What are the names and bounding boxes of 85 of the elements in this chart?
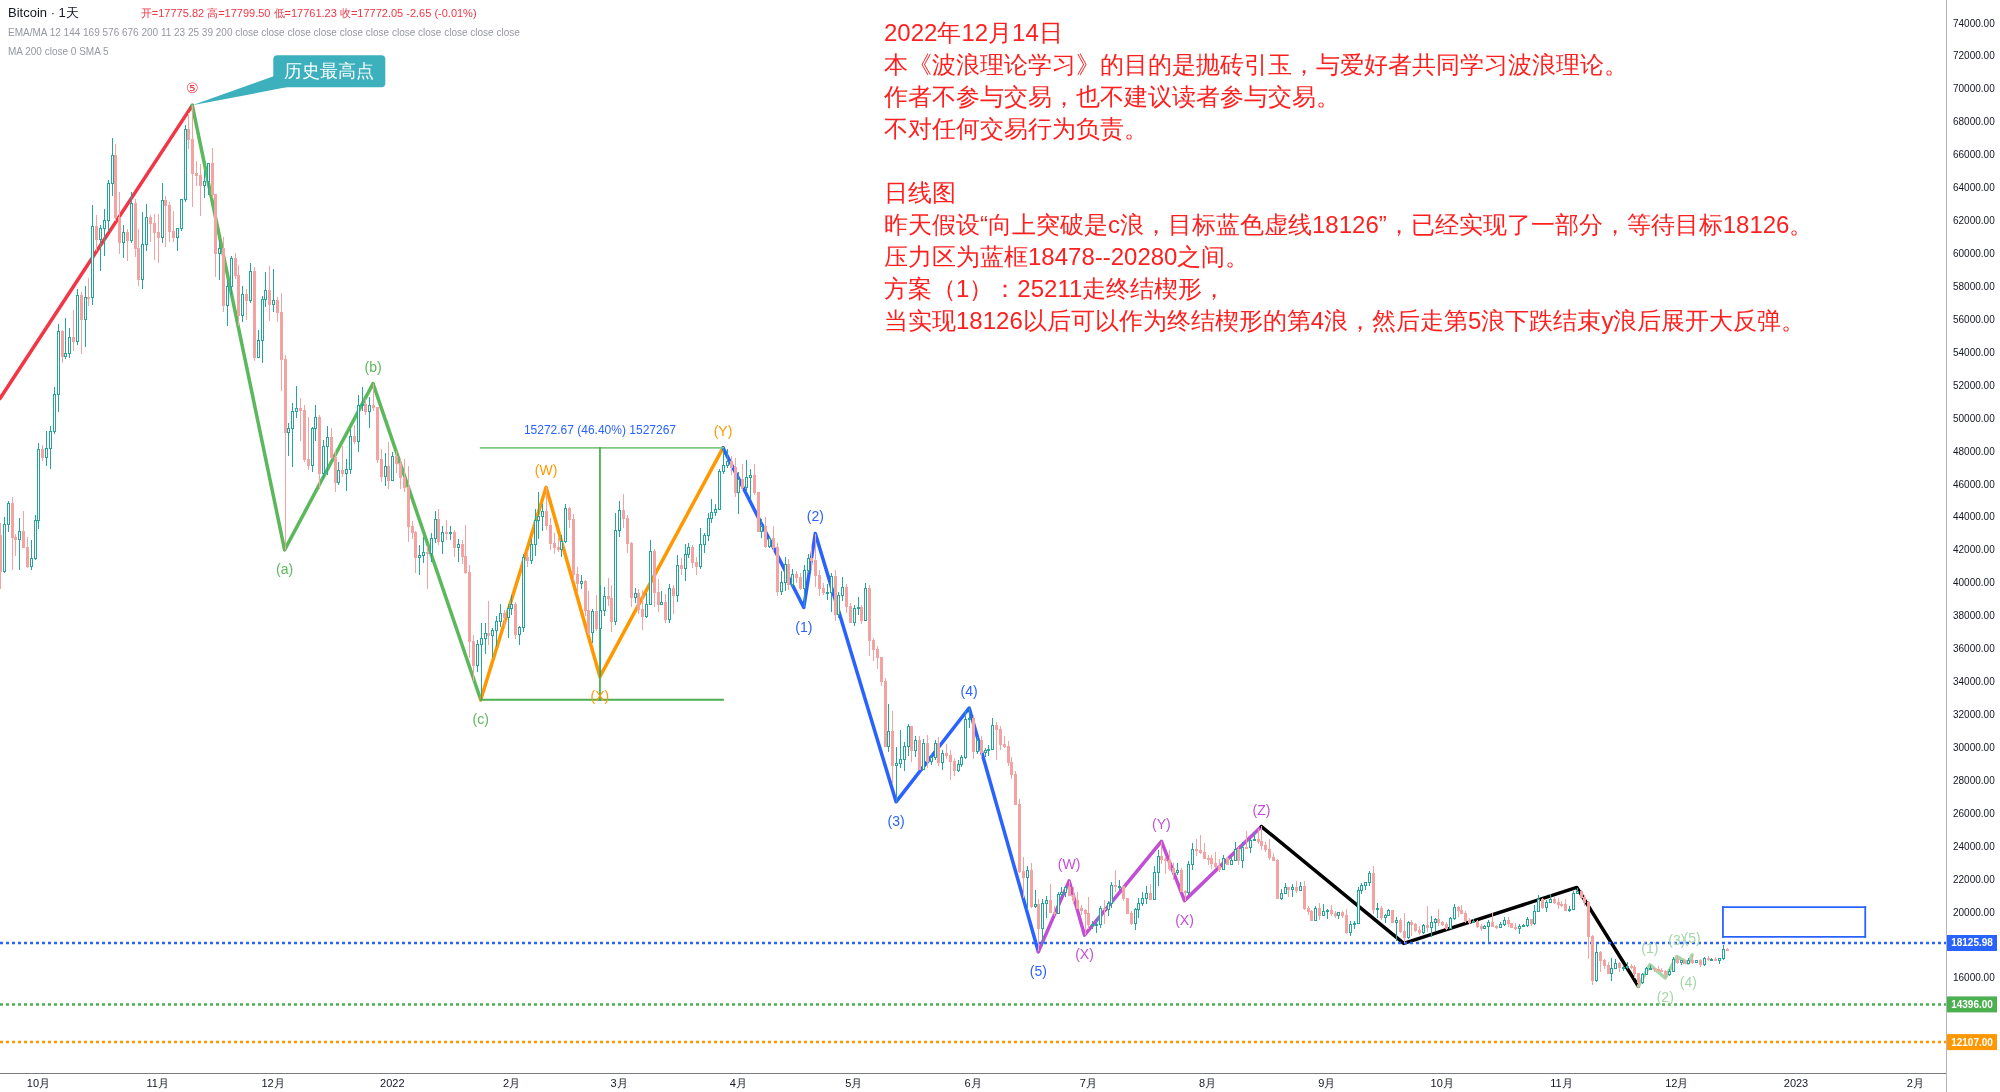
y-tick-label: 68000.00 (1953, 116, 1996, 128)
annotation: (W) (534, 462, 558, 479)
annotation: 压力区为蓝框18478--20280之间。 (884, 243, 1250, 270)
y-tick-label: 34000.00 (1953, 676, 1996, 688)
x-tick-label: 10月 (26, 1077, 51, 1089)
y-tick-label: 42000.00 (1953, 544, 1996, 556)
annotation: (4) (960, 682, 978, 699)
annotation: 历史最高点 (284, 61, 375, 82)
x-tick-label: 2月 (1906, 1077, 1924, 1089)
x-tick-label: 7月 (1079, 1077, 1097, 1089)
annotation: (a) (276, 560, 294, 577)
y-tick-label: 52000.00 (1953, 379, 1996, 391)
ref-line-label: 18125.98 (1951, 937, 1994, 949)
y-tick-label: 24000.00 (1953, 840, 1996, 852)
annotation: (3) (1668, 931, 1686, 948)
annotation: MA 200 close 0 SMA 5 (8, 46, 110, 57)
chart-title: Bitcoin · 1天 (8, 5, 79, 20)
y-tick-label: 66000.00 (1953, 149, 1996, 161)
annotation: (b) (364, 358, 382, 375)
x-tick-label: 10月 (1430, 1077, 1454, 1089)
annotation: 不对任何交易行为负责。 (884, 115, 1148, 142)
annotation: (Y) (713, 422, 733, 439)
x-tick-label: 2023 (1783, 1077, 1809, 1089)
annotation: (5) (1683, 929, 1701, 946)
annotation: 方案（1）：25211走终结楔形， (884, 275, 1227, 302)
y-tick-label: 58000.00 (1953, 280, 1996, 292)
annotation: 本《波浪理论学习》的目的是抛砖引玉，与爱好者共同学习波浪理论。 (884, 51, 1628, 78)
text: 开=17775.82 高=17799.50 低=17761.23 收=17772.05 -2.65 (-0.01%) (140, 7, 477, 19)
x-tick-label: 5月 (845, 1077, 863, 1089)
y-tick-label: 22000.00 (1953, 873, 1996, 885)
annotation: (c) (472, 710, 489, 727)
annotation: 2022年12月14日 (884, 19, 1063, 46)
y-tick-label: 74000.00 (1953, 17, 1996, 29)
x-tick-label: 2022 (380, 1077, 405, 1089)
x-tick-label: 11月 (146, 1077, 169, 1089)
y-tick-label: 32000.00 (1953, 709, 1996, 721)
y-tick-label: 26000.00 (1953, 807, 1996, 819)
annotation: 当实现18126以后可以作为终结楔形的第4浪，然后走第5浪下跌结束y浪后展开大反弹。 (884, 307, 1806, 334)
annotation: (5) (1029, 962, 1047, 979)
y-tick-label: 46000.00 (1953, 478, 1996, 490)
annotation: (Z) (1252, 801, 1271, 818)
x-tick-label: 12月 (1665, 1077, 1689, 1089)
annotation: (2) (1656, 989, 1674, 1005)
annotation: (W) (1057, 855, 1081, 872)
ref-line-label: 12107.00 (1951, 1036, 1994, 1048)
y-tick-label: 38000.00 (1953, 610, 1996, 622)
ref-line-label: 14396.00 (1951, 998, 1994, 1010)
annotation: (2) (806, 508, 824, 525)
y-tick-label: 44000.00 (1953, 511, 1996, 523)
annotation: (Y) (1152, 816, 1171, 833)
annotation: (1) (795, 618, 813, 635)
x-tick-label: 4月 (729, 1077, 747, 1089)
y-tick-label: 70000.00 (1953, 83, 1996, 95)
y-tick-label: 16000.00 (1953, 972, 1996, 984)
annotation: EMA/MA 12 144 169 576 676 200 11 23 25 39 200 close close close close close close close close close close close (8, 27, 521, 38)
y-tick-label: 36000.00 (1953, 643, 1996, 655)
y-tick-label: 28000.00 (1953, 774, 1996, 786)
y-tick-label: 50000.00 (1953, 412, 1996, 424)
x-tick-label: 8月 (1199, 1077, 1217, 1089)
annotation: 昨天假设“向上突破是c浪，目标蓝色虚线18126”，已经实现了一部分，等待目标18126。 (884, 211, 1814, 238)
annotation: (X) (1075, 946, 1094, 963)
y-tick-label: 60000.00 (1953, 248, 1996, 260)
y-tick-label: 30000.00 (1953, 741, 1996, 753)
annotation: (4) (1679, 974, 1697, 991)
annotation: 作者不参与交易，也不建议读者参与交易。 (883, 83, 1340, 110)
annotation: 15272.67 (46.40%) 1527267 (523, 422, 677, 437)
annotation: 日线图 (884, 179, 956, 206)
y-tick-label: 56000.00 (1953, 313, 1996, 325)
y-tick-label: 62000.00 (1953, 215, 1996, 227)
x-tick-label: 12月 (261, 1077, 285, 1089)
x-tick-label: 11月 (1550, 1077, 1573, 1089)
annotation: ⑤ (186, 80, 199, 97)
x-tick-label: 6月 (964, 1077, 982, 1089)
annotation: (3) (887, 812, 905, 829)
x-tick-label: 2月 (502, 1077, 521, 1089)
y-tick-label: 54000.00 (1953, 346, 1996, 358)
annotation: (X) (1175, 911, 1194, 928)
x-tick-label: 9月 (1318, 1077, 1336, 1089)
y-tick-label: 40000.00 (1953, 577, 1996, 589)
y-tick-label: 64000.00 (1953, 182, 1996, 194)
y-tick-label: 48000.00 (1953, 445, 1996, 457)
x-tick-label: 3月 (610, 1077, 628, 1089)
y-tick-label: 72000.00 (1953, 50, 1996, 62)
y-tick-label: 20000.00 (1953, 906, 1996, 918)
annotation: (1) (1641, 939, 1659, 956)
